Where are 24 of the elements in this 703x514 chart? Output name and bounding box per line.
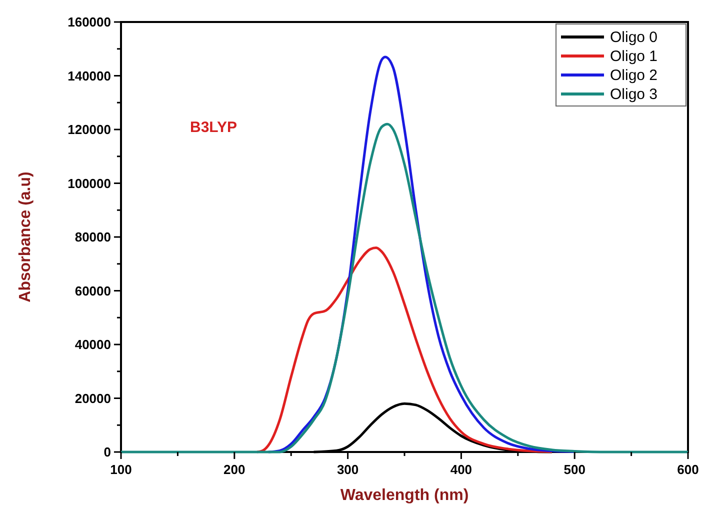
legend-label: Oligo 3 — [610, 86, 658, 103]
line-series — [120, 122, 690, 454]
x-tick-label: 100 — [110, 462, 132, 477]
annotation: B3LYP — [190, 119, 237, 136]
y-tick-label: 60000 — [74, 283, 111, 298]
line-series — [256, 246, 554, 454]
y-tick-label: 120000 — [68, 122, 111, 137]
legend-label: Oligo 0 — [610, 29, 658, 46]
legend-label: Oligo 2 — [610, 67, 658, 84]
y-tick-label: 20000 — [74, 390, 111, 406]
legend-label: Oligo 1 — [610, 48, 658, 65]
y-tick-label: 80000 — [74, 230, 111, 244]
x-tick-label: 200 — [224, 462, 246, 477]
y-tick-label: 100000 — [68, 176, 111, 191]
x-tick-label: 400 — [450, 462, 472, 477]
y-tick-label: 40000 — [74, 337, 111, 352]
y-tick-label: 0 — [104, 444, 111, 460]
x-tick-label: 600 — [677, 462, 699, 477]
y-axis-title: Absorbance (a.u) — [17, 172, 34, 302]
y-tick-label: 140000 — [68, 68, 111, 84]
x-axis-title: Wavelength (nm) — [340, 487, 469, 504]
x-tick-label: 300 — [336, 462, 359, 477]
x-tick-label: 500 — [564, 462, 586, 477]
y-tick-label: 160000 — [68, 14, 111, 30]
